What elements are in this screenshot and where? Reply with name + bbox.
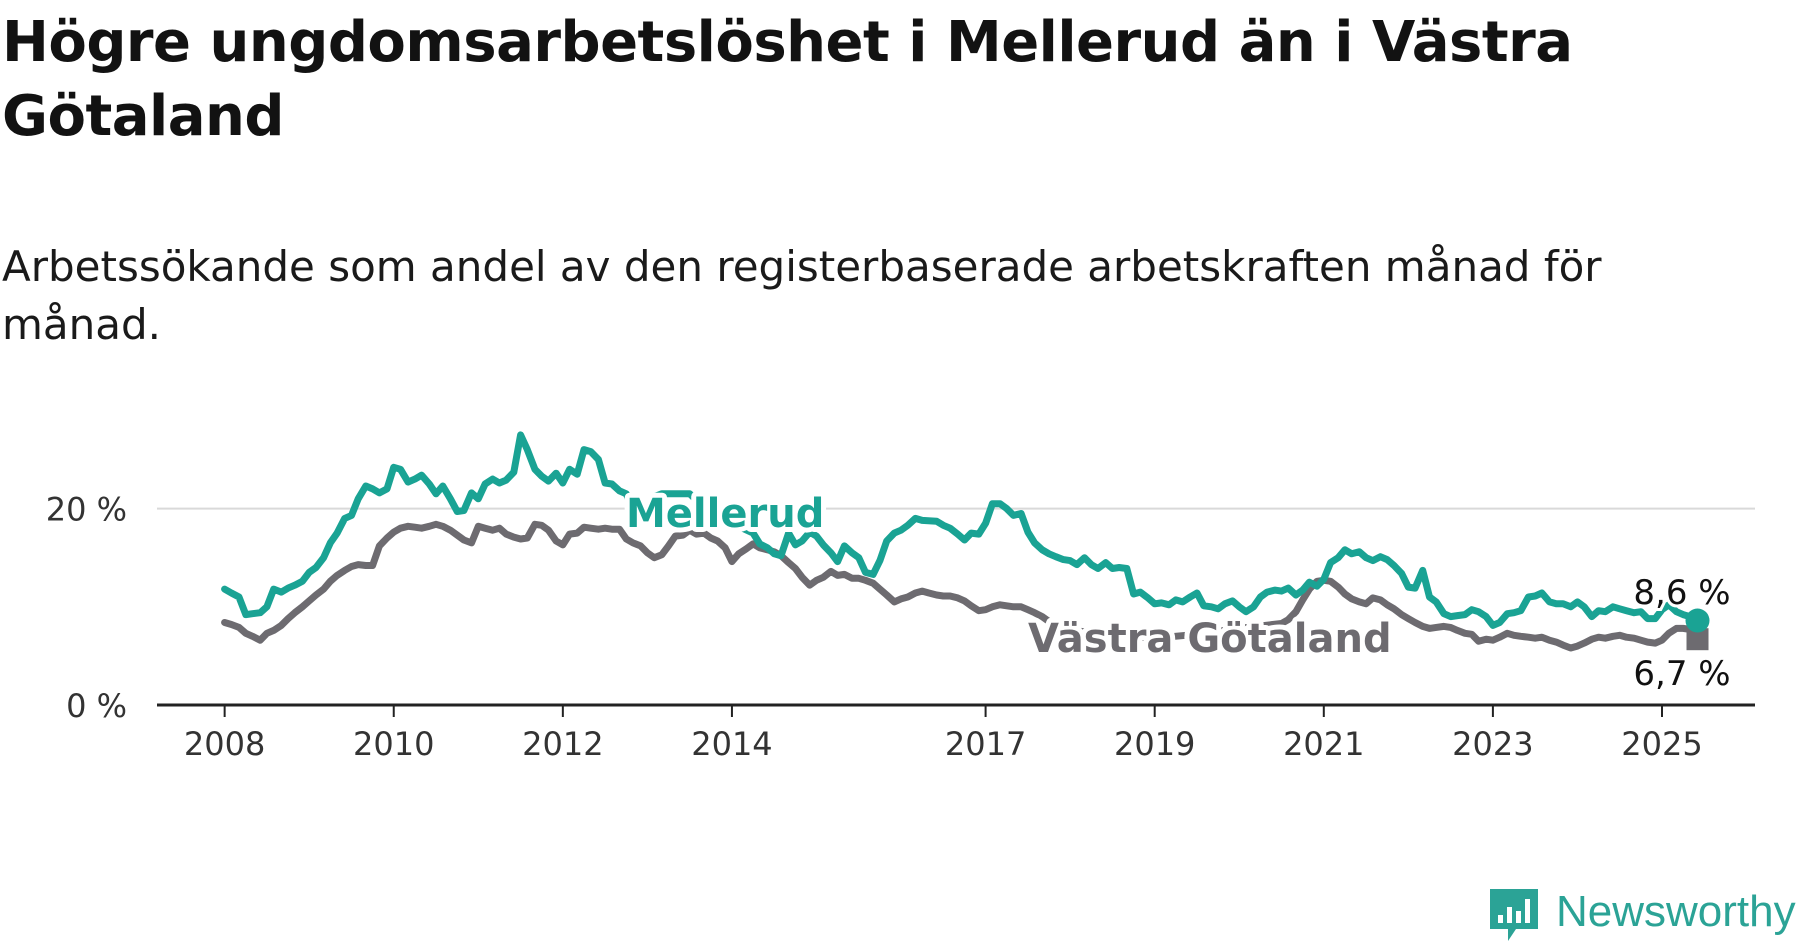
chart-subtitle: Arbetssökande som andel av den registerb… bbox=[2, 242, 1602, 349]
y-tick-label: 20 % bbox=[46, 491, 127, 529]
x-tick-label: 2014 bbox=[691, 725, 772, 763]
x-tick-label: 2023 bbox=[1452, 725, 1533, 763]
mellerud-end-marker bbox=[1685, 608, 1710, 633]
mellerud-end-value-label: 8,6 % bbox=[1633, 573, 1730, 613]
x-tick-label: 2008 bbox=[184, 725, 265, 763]
vastra-gotaland-end-marker bbox=[1686, 628, 1709, 651]
vastra-gotaland-line bbox=[221, 520, 1701, 652]
chart-title: Högre ungdomsarbetslöshet i Mellerud än … bbox=[2, 10, 1573, 149]
labels: Mellerud Västra Götaland 8,6 % 6,7 % bbox=[621, 486, 1734, 697]
x-tick-label: 2012 bbox=[522, 725, 603, 763]
vastra-gotaland-series-label: Västra Götaland bbox=[1028, 616, 1392, 662]
x-tick-label: 2025 bbox=[1621, 725, 1702, 763]
mellerud-line bbox=[221, 431, 1701, 629]
series bbox=[221, 431, 1710, 652]
newsworthy-logo-text: Newsworthy bbox=[1556, 887, 1796, 936]
x-tick-label: 2019 bbox=[1114, 725, 1195, 763]
axes: 0 % 20 % 2008 2010 2012 2014 2017 2019 2021 2023 2… bbox=[46, 491, 1755, 763]
x-tick-label: 2017 bbox=[945, 725, 1026, 763]
line-chart: 0 % 20 % 2008 2010 2012 2014 2017 2019 2021 2023 2… bbox=[46, 431, 1755, 763]
x-tick-label: 2021 bbox=[1283, 725, 1364, 763]
vastra-gotaland-end-value-label: 6,7 % bbox=[1633, 654, 1730, 694]
newsworthy-logo bbox=[1490, 889, 1538, 941]
y-tick-label: 0 % bbox=[66, 687, 127, 725]
mellerud-series-label: Mellerud bbox=[626, 491, 824, 537]
newsworthy-logo-icon bbox=[1490, 889, 1538, 941]
x-tick-label: 2010 bbox=[353, 725, 434, 763]
